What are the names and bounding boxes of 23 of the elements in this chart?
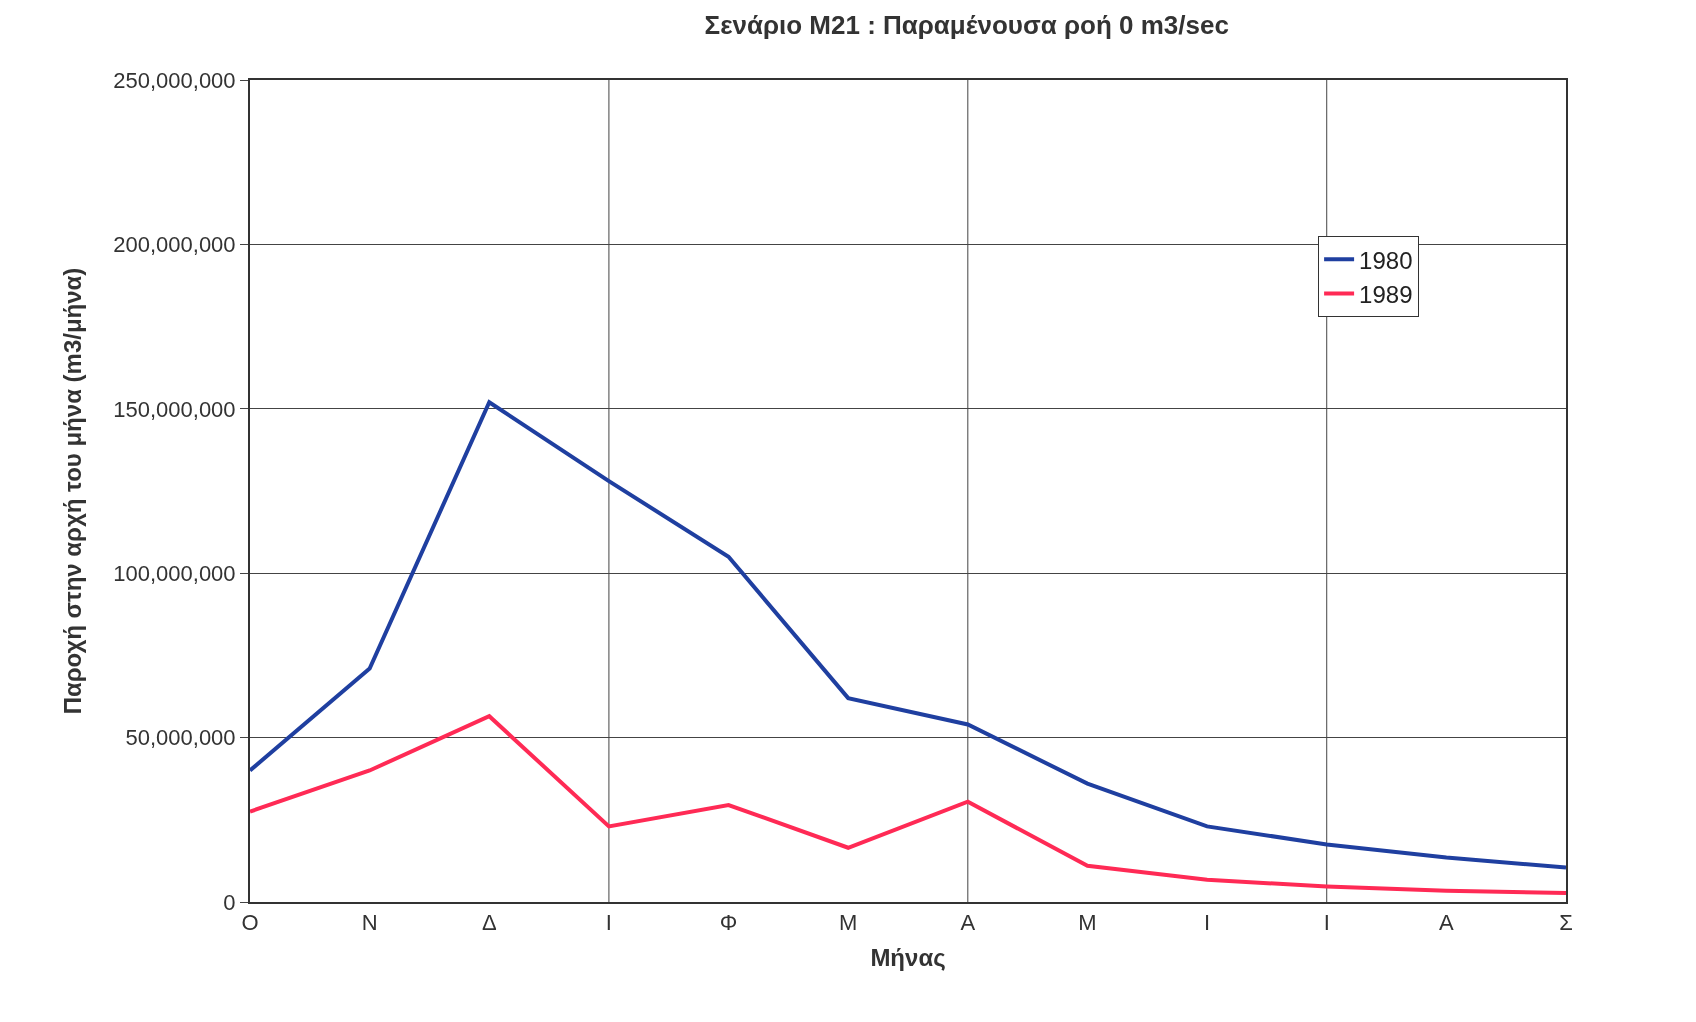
x-axis-title: Μήνας bbox=[870, 944, 946, 972]
x-tick-label: Α bbox=[1439, 910, 1455, 936]
x-tick-label: Ι bbox=[605, 910, 612, 936]
legend-label: 1989 bbox=[1359, 280, 1413, 308]
legend-label: 1980 bbox=[1359, 246, 1413, 274]
x-tick-label: Σ bbox=[1559, 910, 1573, 936]
x-tick-label: Δ bbox=[481, 910, 497, 936]
y-tick-label: 200,000,000 bbox=[113, 232, 236, 258]
y-tick-label: 150,000,000 bbox=[113, 396, 236, 422]
x-tick-label: Α bbox=[960, 910, 976, 936]
x-tick-label: Φ bbox=[719, 910, 738, 936]
x-tick-label: Μ bbox=[839, 910, 858, 936]
y-tick-label: 50,000,000 bbox=[125, 725, 236, 751]
x-tick-label: Μ bbox=[1078, 910, 1097, 936]
y-tick-label: 100,000,000 bbox=[113, 560, 236, 586]
chart-title: Σενάριο Μ21 : Παραμένουσα ροή 0 m3/sec bbox=[704, 9, 1229, 40]
x-tick-label: Ο bbox=[241, 910, 259, 936]
y-tick-label: 250,000,000 bbox=[113, 67, 236, 93]
x-tick-label: Ν bbox=[361, 910, 378, 936]
y-axis-title: Παροχή στην αρχή του μήνα (m3/μήνα) bbox=[58, 267, 86, 715]
y-tick-label: 0 bbox=[223, 889, 236, 915]
x-tick-label: Ι bbox=[1323, 910, 1330, 936]
x-tick-label: Ι bbox=[1204, 910, 1211, 936]
